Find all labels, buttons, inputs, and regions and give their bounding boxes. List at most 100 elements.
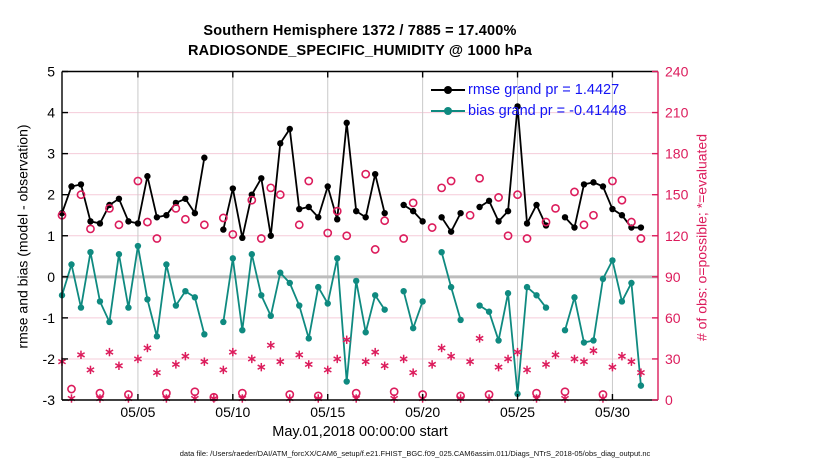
- x-axis-label: May.01,2018 00:00:00 start: [272, 424, 448, 440]
- bias-series-point: [277, 269, 284, 276]
- rmse-series-point: [561, 214, 569, 221]
- bias-marker-icon: [444, 107, 452, 115]
- rmse-series-point: [87, 218, 94, 225]
- rmse-series-point: [457, 209, 464, 217]
- bias-series-point: [172, 302, 180, 309]
- rmse-series-point: [637, 224, 645, 231]
- bias-series-point: [163, 261, 170, 268]
- possible-obs-markers: [57, 169, 646, 402]
- rmse-series-point: [324, 183, 331, 190]
- rmse-series-point: [409, 207, 417, 215]
- bias-series-point: [514, 390, 521, 398]
- bias-series-point: [315, 283, 322, 291]
- bias-series-point: [220, 318, 227, 326]
- bias-series-point: [353, 277, 360, 285]
- svg-text:-2: -2: [43, 351, 56, 367]
- svg-text:3: 3: [47, 146, 55, 162]
- rmse-series-point: [504, 207, 512, 215]
- bias-series-point: [457, 316, 464, 324]
- bias-series-point: [476, 302, 483, 309]
- bias-series-point: [599, 275, 607, 283]
- bias-series-point: [637, 382, 645, 389]
- svg-text:-1: -1: [43, 310, 56, 326]
- bias-series-point: [409, 324, 417, 332]
- tick-marks: [62, 70, 658, 401]
- svg-text:05/30: 05/30: [595, 404, 630, 420]
- legend: rmse grand pr = 1.4427 bias grand pr = -…: [431, 80, 626, 121]
- bias-series-point: [533, 292, 540, 299]
- bias-series-point: [324, 300, 331, 307]
- bias-series-point: [504, 290, 512, 297]
- rmse-series-point: [229, 185, 237, 192]
- svg-text:150: 150: [665, 187, 689, 203]
- rmse-series-point: [153, 214, 161, 221]
- svg-text:05/05: 05/05: [120, 404, 155, 420]
- rmse-series-point: [182, 195, 189, 202]
- rmse-series-point: [371, 170, 379, 178]
- bias-series-point: [400, 287, 407, 295]
- rmse-series-point: [96, 220, 104, 227]
- rmse-line-sample: [431, 86, 465, 94]
- bias-series-point: [248, 251, 256, 258]
- bias-series-point: [580, 339, 588, 346]
- rmse-series-point: [571, 224, 578, 231]
- chart-subtitle: RADIOSONDE_SPECIFIC_HUMIDITY @ 1000 hPa: [188, 43, 532, 59]
- rmse-series-point: [334, 216, 341, 223]
- svg-text:05/15: 05/15: [310, 404, 345, 420]
- rmse-series-point: [277, 140, 284, 147]
- rmse-series-point: [191, 209, 199, 217]
- svg-text:120: 120: [665, 228, 689, 244]
- svg-text:240: 240: [665, 64, 689, 80]
- bias-series-point: [438, 248, 445, 256]
- rmse-series-point: [362, 214, 369, 221]
- bias-series-point: [258, 292, 265, 299]
- bias-series-point: [485, 308, 493, 315]
- bias-line-sample: [431, 107, 465, 115]
- rmse-series-point: [400, 201, 407, 209]
- bias-series-point: [571, 294, 578, 301]
- bias-series-point: [609, 257, 616, 264]
- legend-item-rmse: rmse grand pr = 1.4427: [431, 80, 626, 100]
- bias-series-point: [182, 287, 189, 295]
- svg-text:5: 5: [47, 64, 55, 80]
- rmse-series-point: [438, 214, 445, 221]
- bias-series-point: [590, 337, 597, 344]
- bias-series-point: [201, 331, 208, 338]
- rmse-series-point: [533, 201, 540, 209]
- rmse-series-point: [315, 214, 322, 221]
- rmse-series: [58, 103, 645, 242]
- bias-series-point: [523, 283, 531, 291]
- svg-text:1: 1: [47, 228, 55, 244]
- bias-series-point: [334, 255, 341, 262]
- rmse-series-point: [68, 183, 75, 190]
- rmse-series-point: [590, 179, 597, 186]
- bias-series-point: [115, 251, 123, 258]
- svg-text:0: 0: [47, 269, 55, 285]
- svg-text:30: 30: [665, 351, 681, 367]
- bias-series-point: [628, 279, 635, 287]
- bias-series-point: [495, 337, 502, 344]
- rmse-series-point: [125, 218, 132, 225]
- rmse-series-point: [485, 197, 493, 205]
- bias-series-point: [77, 304, 85, 311]
- bias-series-point: [106, 318, 113, 326]
- legend-label-bias: bias grand pr = -0.41448: [468, 103, 627, 119]
- rmse-series-point: [258, 175, 265, 182]
- svg-text:2: 2: [47, 187, 55, 203]
- bias-series-point: [191, 294, 199, 301]
- rmse-series-point: [523, 220, 531, 227]
- rmse-series-point: [77, 181, 85, 188]
- bias-series-point: [153, 333, 161, 340]
- bias-series-point: [229, 255, 237, 262]
- rmse-series-point: [115, 195, 123, 202]
- bias-series-point: [68, 261, 75, 268]
- bias-series-point: [96, 298, 104, 305]
- rmse-series-point: [580, 181, 588, 188]
- bias-series-point: [286, 279, 293, 287]
- bias-series: [58, 242, 645, 398]
- bias-series-point: [371, 292, 379, 299]
- rmse-series-point: [476, 203, 483, 211]
- svg-text:05/20: 05/20: [405, 404, 440, 420]
